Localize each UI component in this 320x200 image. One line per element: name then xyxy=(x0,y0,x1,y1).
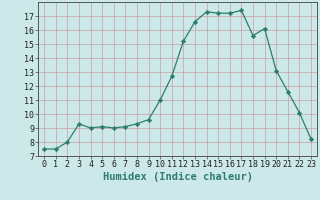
X-axis label: Humidex (Indice chaleur): Humidex (Indice chaleur) xyxy=(103,172,252,182)
